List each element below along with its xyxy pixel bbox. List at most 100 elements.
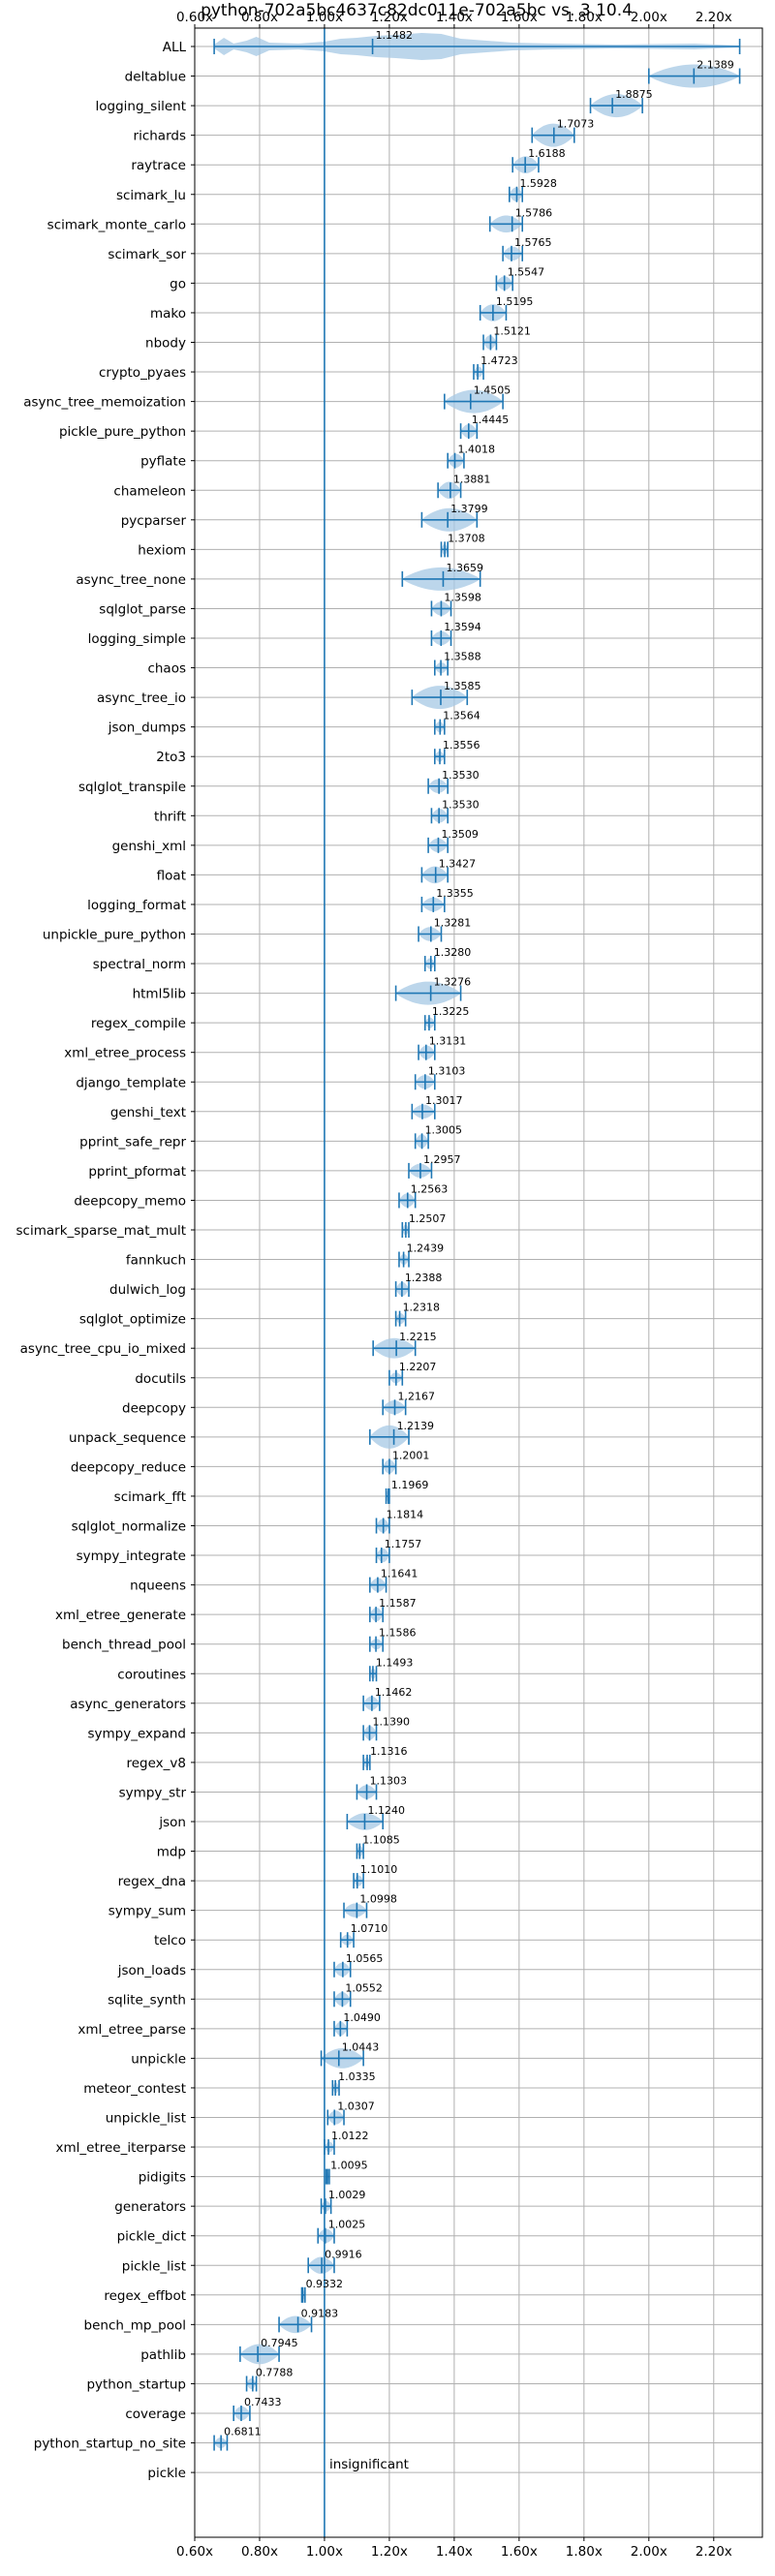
benchmark-name-label: json_loads (117, 1963, 186, 1978)
value-label: 0.9332 (306, 2278, 344, 2290)
top-axis-ticks: 0.60x 0.80x 1.00x 1.20x 1.40x 1.60x 1.80x 2.00x… (176, 10, 732, 28)
benchmark-name-label: chameleon (113, 483, 186, 499)
benchmark-name-label: logging_simple (88, 631, 186, 647)
value-label: 0.9916 (325, 2248, 362, 2260)
x-tick-label-top: 1.40x (436, 10, 473, 25)
value-label: 1.2563 (411, 1182, 449, 1195)
x-tick-label-top: 1.80x (566, 10, 603, 25)
chart-title: python-702a5bc4637c82dc011e-702a5bc vs. … (201, 1, 633, 20)
benchmark-name-label: spectral_norm (93, 957, 186, 972)
benchmark-name-label: fannkuch (126, 1253, 186, 1269)
benchmark-name-label: django_template (76, 1075, 186, 1090)
x-tick-label-top: 1.60x (501, 10, 538, 25)
x-tick-label-top: 0.60x (176, 10, 213, 25)
value-label: 2.1389 (697, 59, 734, 72)
benchmark-name-label: regex_effbot (104, 2288, 186, 2304)
benchmark-name-label: genshi_xml (112, 839, 186, 854)
x-tick-label-bottom: 1.00x (306, 2544, 343, 2560)
benchmark-name-label: chaos (147, 661, 186, 677)
value-label: 1.2001 (392, 1449, 430, 1461)
benchmark-name-label: scimark_fft (114, 1489, 186, 1505)
value-label: 1.4505 (474, 384, 512, 397)
value-label: 1.1010 (360, 1863, 398, 1876)
value-label: 1.1493 (376, 1656, 414, 1669)
value-label: 1.3005 (425, 1123, 463, 1136)
value-label: 1.2439 (407, 1242, 445, 1255)
benchmark-name-label: crypto_pyaes (99, 365, 186, 381)
benchmark-name-label: json_dumps (108, 721, 186, 736)
value-label: 1.8875 (615, 88, 653, 101)
benchmark-name-label: go (170, 276, 186, 291)
value-label: 0.7788 (256, 2366, 294, 2378)
benchmark-name-label: mdp (157, 1845, 186, 1860)
value-label: 1.3355 (436, 887, 474, 900)
benchmark-name-label: sqlite_synth (108, 1992, 186, 2008)
value-label: 1.0029 (328, 2189, 366, 2201)
value-label: 1.7073 (557, 118, 595, 131)
value-label: 1.1641 (381, 1568, 418, 1580)
benchmark-name-label: unpickle_list (106, 2111, 186, 2127)
value-label: 1.3598 (444, 591, 481, 603)
value-label: 1.2207 (399, 1361, 437, 1373)
value-label: 1.1462 (375, 1686, 413, 1699)
benchmark-name-label: pprint_safe_repr (79, 1134, 186, 1150)
value-label: 1.4018 (457, 444, 495, 456)
value-label: 0.9183 (301, 2307, 339, 2319)
benchmark-name-label: regex_v8 (126, 1756, 186, 1771)
value-label: 1.5765 (514, 236, 552, 249)
benchmark-name-label: scimark_monte_carlo (47, 217, 186, 232)
benchmark-name-label: sympy_str (119, 1785, 187, 1800)
benchmark-name-label: 2to3 (156, 750, 186, 765)
value-label: 1.5786 (515, 206, 553, 219)
value-label: 1.3588 (444, 651, 481, 663)
benchmark-name-label: nbody (145, 336, 186, 352)
benchmark-name-label: coverage (125, 2407, 186, 2422)
x-tick-label-bottom: 2.00x (631, 2544, 667, 2560)
value-label: 1.2957 (423, 1153, 461, 1166)
x-tick-label-bottom: 2.20x (696, 2544, 732, 2560)
value-label: 1.1390 (372, 1715, 410, 1728)
benchmark-name-label: sympy_sum (108, 1904, 186, 1919)
x-tick-label-top: 2.00x (631, 10, 667, 25)
x-tick-label-bottom: 0.80x (241, 2544, 278, 2560)
value-label: 1.1757 (385, 1538, 422, 1550)
value-label: 1.0122 (331, 2130, 369, 2142)
benchmark-name-label: deepcopy (122, 1400, 186, 1416)
benchmark-name-label: scimark_sparse_mat_mult (16, 1223, 186, 1239)
value-label: 0.7945 (261, 2337, 298, 2349)
benchmark-name-label: pyflate (140, 454, 186, 470)
plot-frame (194, 27, 763, 2538)
value-label: 1.0552 (345, 1981, 383, 1994)
value-label: 1.3564 (443, 710, 480, 722)
benchmark-name-label: xml_etree_generate (55, 1608, 186, 1623)
value-label: 1.0443 (342, 2040, 380, 2053)
benchmark-name-label: ALL (163, 40, 187, 55)
benchmark-name-label: float (157, 868, 186, 883)
x-tick-label-top: 1.20x (371, 10, 408, 25)
benchmark-name-label: sympy_expand (87, 1726, 186, 1741)
benchmark-name-label: pickle_list (122, 2258, 186, 2274)
benchmark-name-label: genshi_text (110, 1105, 186, 1120)
benchmark-name-label: hexiom (138, 542, 186, 558)
benchmark-name-label: pickle_dict (117, 2229, 186, 2245)
benchmark-name-label: richards (134, 129, 186, 144)
benchmark-name-label: pickle_pure_python (59, 424, 186, 440)
x-tick-label-bottom: 1.80x (566, 2544, 603, 2560)
value-label: 1.5928 (519, 177, 557, 190)
benchmark-name-label: telco (154, 1933, 186, 1948)
value-label: 1.2388 (405, 1272, 443, 1284)
benchmark-name-label: scimark_lu (116, 188, 186, 203)
benchmark-name-label: pprint_pformat (88, 1164, 186, 1180)
value-label: 1.5195 (496, 295, 533, 308)
benchmark-name-label: raytrace (131, 158, 186, 173)
value-label: 1.3280 (434, 946, 472, 959)
benchmark-name-label: python_startup (86, 2377, 186, 2392)
benchmark-name-label: xml_etree_process (64, 1046, 186, 1061)
value-label: 1.3427 (439, 857, 477, 870)
value-label: 1.6188 (528, 147, 566, 160)
benchmark-name-label: unpickle (131, 2051, 186, 2067)
benchmark-name-label: pidigits (139, 2170, 186, 2186)
value-label: 1.3556 (443, 739, 480, 751)
value-label: 1.0095 (330, 2160, 368, 2172)
benchmark-name-label: xml_etree_iterparse (56, 2140, 187, 2156)
